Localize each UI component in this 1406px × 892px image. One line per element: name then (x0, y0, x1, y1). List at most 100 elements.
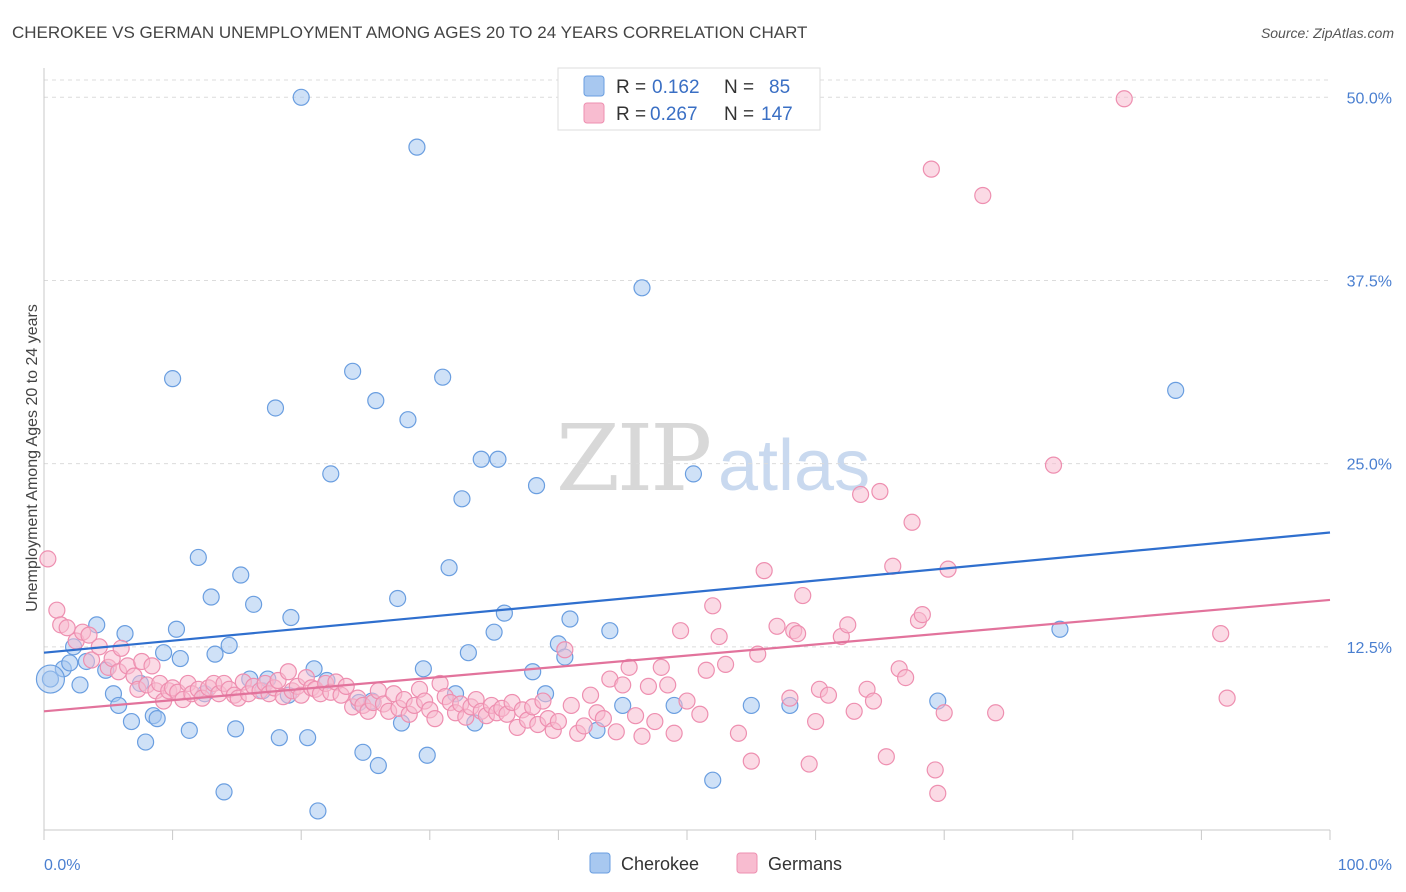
cherokee-point (215, 783, 233, 801)
stats-legend-swatch-germans (583, 102, 605, 124)
cherokee-point (180, 721, 198, 739)
stats-n-value-germans: 147 (761, 104, 793, 125)
cherokee-point (245, 595, 263, 613)
y-tick-label: 50.0% (1347, 90, 1392, 107)
germans-point (742, 752, 760, 770)
cherokee-point (399, 411, 417, 429)
cherokee-point (614, 696, 632, 715)
cherokee-point (270, 729, 288, 747)
plot-area: 12.5% 25.0% 37.5% 50.0% (35, 68, 1392, 840)
germans-point (80, 626, 98, 644)
trendline-germans (43, 598, 1331, 713)
germans-point (704, 597, 722, 615)
germans-point (659, 676, 677, 694)
germans-point (614, 676, 632, 694)
germans-point (974, 186, 992, 205)
germans-point (426, 710, 444, 728)
germans-point (922, 160, 940, 178)
cherokee-point (527, 477, 546, 495)
cherokee-point (440, 559, 458, 577)
cherokee-point (299, 729, 317, 747)
germans-point (781, 689, 799, 707)
cherokee-point (61, 654, 79, 672)
germans-point (678, 692, 696, 710)
cherokee-point (414, 660, 432, 678)
cherokee-point (220, 636, 238, 654)
germans-point (143, 657, 161, 675)
x-tick-label-max: 100.0% (1338, 857, 1392, 874)
cherokee-point (266, 399, 285, 417)
cherokee-point (459, 644, 477, 662)
stats-n-label-cherokee: N = (724, 77, 754, 98)
germans-point (768, 617, 786, 635)
germans-point (987, 704, 1005, 722)
germans-point (806, 712, 825, 731)
germans-point (929, 784, 947, 802)
cherokee-point (369, 756, 387, 775)
cherokee-point (116, 625, 134, 643)
bottom-legend: Cherokee Germans (589, 852, 842, 874)
cherokee-point (292, 88, 310, 106)
germans-point (112, 639, 130, 657)
cherokee-point (434, 368, 452, 386)
germans-point (39, 550, 57, 568)
stats-n-label-germans: N = (724, 104, 754, 125)
germans-point (913, 605, 931, 624)
cherokee-point (206, 645, 224, 663)
germans-point (594, 710, 613, 728)
cherokee-point (495, 604, 513, 622)
stats-r-value-germans: 0.267 (650, 104, 698, 125)
y-tick-label: 12.5% (1347, 640, 1392, 657)
germans-point (279, 663, 297, 681)
cherokee-point (367, 392, 385, 410)
cherokee-point (154, 644, 173, 662)
cherokee-point (309, 802, 327, 820)
germans-point (897, 668, 915, 687)
watermark: ZIP atlas (556, 405, 870, 512)
cherokee-point (136, 733, 155, 751)
trendline-cherokee (43, 531, 1331, 654)
gridlines (44, 79, 1330, 648)
cherokee-point (1051, 620, 1069, 638)
cherokee-point (472, 450, 490, 468)
cherokee-point (282, 608, 300, 627)
germans-point (556, 641, 574, 659)
legend-label-germans: Germans (768, 854, 842, 874)
germans-point (620, 658, 638, 676)
stats-r-value-cherokee: 0.162 (652, 77, 700, 98)
y-axis-tick-labels: 12.5% 25.0% 37.5% 50.0% (1347, 90, 1392, 657)
stats-r-label-germans: R = (616, 104, 646, 125)
germans-point (534, 692, 552, 710)
cherokee-point (389, 589, 407, 608)
germans-point (607, 723, 625, 741)
germans-point (871, 482, 889, 501)
legend-label-cherokee: Cherokee (621, 854, 699, 874)
germans-point (800, 755, 818, 773)
y-tick-label: 25.0% (1347, 457, 1392, 474)
stats-n-value-cherokee: 85 (769, 77, 790, 98)
germans-point (626, 707, 645, 725)
cherokee-point (71, 676, 89, 694)
stats-legend: R = 0.162 N = 85 R = 0.267 N = 147 (557, 67, 821, 131)
watermark-atlas: atlas (718, 426, 870, 506)
germans-point (646, 712, 664, 731)
germans-point (903, 513, 921, 531)
legend-swatch-cherokee (589, 852, 611, 874)
germans-point (845, 702, 863, 720)
germans-point (710, 627, 728, 646)
germans-point (549, 712, 568, 731)
germans-point (852, 485, 870, 504)
x-tick-label-min: 0.0% (44, 857, 80, 874)
cherokee-point (408, 138, 426, 156)
chart-source: Source: ZipAtlas.com (1261, 25, 1394, 41)
stats-legend-swatch-cherokee (583, 75, 605, 97)
germans-point (58, 619, 76, 637)
cherokee-point (232, 566, 250, 584)
germans-point (1044, 456, 1063, 474)
germans-point (819, 686, 838, 704)
germans-point (926, 761, 944, 779)
cherokee-point (633, 279, 651, 297)
germans-point (48, 601, 66, 619)
legend-swatch-germans (736, 852, 758, 874)
